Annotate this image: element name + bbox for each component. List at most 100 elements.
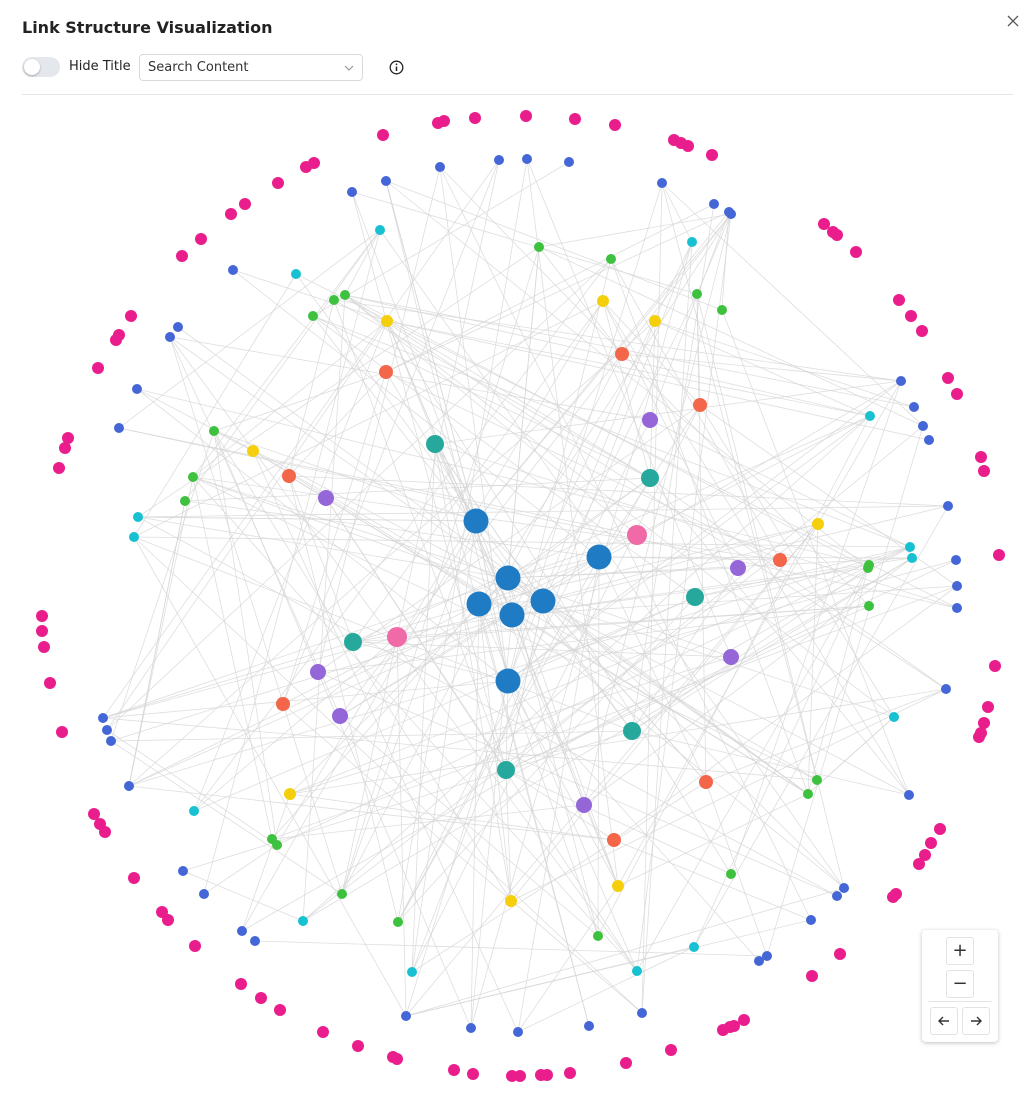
node[interactable]: [495, 668, 521, 694]
node[interactable]: [102, 725, 112, 735]
node[interactable]: [237, 926, 247, 936]
node[interactable]: [235, 978, 247, 990]
node[interactable]: [188, 472, 198, 482]
node[interactable]: [754, 956, 764, 966]
node[interactable]: [609, 119, 621, 131]
node[interactable]: [530, 588, 556, 614]
node[interactable]: [541, 1069, 553, 1081]
node[interactable]: [918, 421, 928, 431]
node[interactable]: [435, 162, 445, 172]
node[interactable]: [469, 112, 481, 124]
node[interactable]: [834, 948, 846, 960]
node[interactable]: [839, 883, 849, 893]
node[interactable]: [209, 426, 219, 436]
node[interactable]: [332, 708, 348, 724]
node[interactable]: [709, 199, 719, 209]
node[interactable]: [689, 942, 699, 952]
node[interactable]: [905, 542, 915, 552]
node[interactable]: [180, 496, 190, 506]
node[interactable]: [199, 889, 209, 899]
node[interactable]: [919, 849, 931, 861]
node[interactable]: [657, 178, 667, 188]
node[interactable]: [520, 110, 532, 122]
node[interactable]: [379, 365, 393, 379]
node[interactable]: [272, 177, 284, 189]
node[interactable]: [907, 553, 917, 563]
node[interactable]: [176, 250, 188, 262]
node[interactable]: [347, 187, 357, 197]
node[interactable]: [310, 664, 326, 680]
node[interactable]: [806, 970, 818, 982]
node[interactable]: [934, 823, 946, 835]
node[interactable]: [576, 797, 592, 813]
node[interactable]: [466, 591, 492, 617]
node[interactable]: [88, 808, 100, 820]
node[interactable]: [607, 833, 621, 847]
node[interactable]: [247, 445, 259, 457]
node[interactable]: [637, 1008, 647, 1018]
node[interactable]: [340, 290, 350, 300]
node[interactable]: [989, 660, 1001, 672]
node[interactable]: [978, 717, 990, 729]
node[interactable]: [317, 1026, 329, 1038]
node[interactable]: [401, 1011, 411, 1021]
node[interactable]: [106, 736, 116, 746]
node[interactable]: [466, 1023, 476, 1033]
node[interactable]: [98, 713, 108, 723]
node[interactable]: [642, 412, 658, 428]
node[interactable]: [239, 198, 251, 210]
node[interactable]: [706, 149, 718, 161]
node[interactable]: [495, 565, 521, 591]
node[interactable]: [56, 726, 68, 738]
node[interactable]: [889, 712, 899, 722]
node[interactable]: [615, 347, 629, 361]
node[interactable]: [941, 684, 951, 694]
close-button[interactable]: [1006, 14, 1020, 28]
node[interactable]: [951, 388, 963, 400]
node[interactable]: [916, 325, 928, 337]
node[interactable]: [38, 641, 50, 653]
node[interactable]: [905, 310, 917, 322]
network-graph[interactable]: [0, 95, 1033, 1101]
node[interactable]: [993, 549, 1005, 561]
node[interactable]: [272, 840, 282, 850]
node[interactable]: [189, 806, 199, 816]
node[interactable]: [978, 465, 990, 477]
node[interactable]: [632, 966, 642, 976]
node[interactable]: [284, 788, 296, 800]
node[interactable]: [513, 1027, 523, 1037]
node[interactable]: [832, 891, 842, 901]
node[interactable]: [377, 129, 389, 141]
node[interactable]: [913, 858, 925, 870]
node[interactable]: [36, 625, 48, 637]
node[interactable]: [110, 334, 122, 346]
node[interactable]: [375, 225, 385, 235]
node[interactable]: [699, 775, 713, 789]
node[interactable]: [300, 161, 312, 173]
node[interactable]: [99, 826, 111, 838]
node[interactable]: [850, 246, 862, 258]
node[interactable]: [165, 332, 175, 342]
node[interactable]: [255, 992, 267, 1004]
node[interactable]: [494, 155, 504, 165]
node[interactable]: [225, 208, 237, 220]
node[interactable]: [344, 633, 362, 651]
node[interactable]: [723, 649, 739, 665]
node[interactable]: [863, 563, 873, 573]
node[interactable]: [129, 532, 139, 542]
node[interactable]: [393, 917, 403, 927]
hide-title-toggle[interactable]: [22, 57, 60, 77]
node[interactable]: [952, 581, 962, 591]
node[interactable]: [228, 265, 238, 275]
node[interactable]: [381, 315, 393, 327]
node[interactable]: [59, 442, 71, 454]
node[interactable]: [298, 916, 308, 926]
node[interactable]: [864, 601, 874, 611]
node[interactable]: [62, 432, 74, 444]
node[interactable]: [282, 469, 296, 483]
node[interactable]: [276, 697, 290, 711]
node[interactable]: [499, 602, 525, 628]
node[interactable]: [497, 761, 515, 779]
node[interactable]: [114, 423, 124, 433]
node[interactable]: [337, 889, 347, 899]
